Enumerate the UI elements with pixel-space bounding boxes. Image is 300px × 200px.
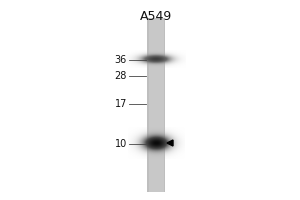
Text: 17: 17 xyxy=(115,99,127,109)
Polygon shape xyxy=(167,140,173,146)
Text: 10: 10 xyxy=(115,139,127,149)
Text: 28: 28 xyxy=(115,71,127,81)
Text: A549: A549 xyxy=(140,10,172,23)
Bar xyxy=(147,18,165,192)
Bar xyxy=(147,18,148,192)
Bar xyxy=(164,18,165,192)
Text: 36: 36 xyxy=(115,55,127,65)
